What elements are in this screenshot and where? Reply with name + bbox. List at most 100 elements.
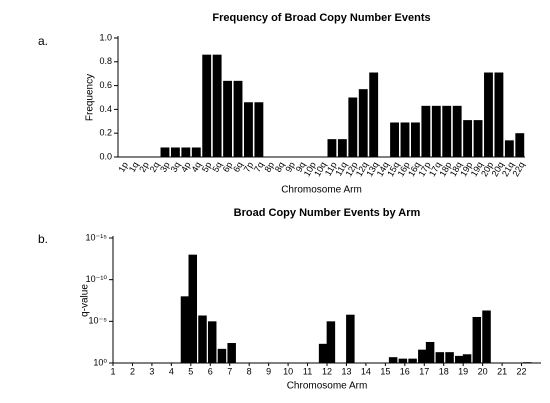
y-tick-label: 0.4 bbox=[99, 104, 112, 114]
bar bbox=[202, 54, 212, 157]
x-tick-label: 20 bbox=[478, 366, 488, 376]
x-axis-label: Chromosome Arm bbox=[287, 381, 368, 392]
chart-title: Broad Copy Number Events by Arm bbox=[234, 207, 421, 219]
x-tick-label: 13 bbox=[341, 366, 351, 376]
panel-label: a. bbox=[38, 34, 48, 48]
bar bbox=[472, 316, 482, 363]
bar bbox=[326, 321, 336, 363]
x-tick-label: 9q bbox=[294, 160, 308, 174]
x-tick-label: 6 bbox=[208, 366, 213, 376]
bar bbox=[482, 310, 491, 363]
x-tick-label: 22 bbox=[517, 366, 527, 376]
bar bbox=[223, 80, 233, 157]
x-tick-label: 4p bbox=[179, 160, 193, 174]
y-tick-label: 10⁻⁵ bbox=[89, 316, 108, 326]
y-tick-label: 0.6 bbox=[99, 80, 112, 90]
bar bbox=[198, 315, 207, 363]
panel-label: b. bbox=[38, 232, 48, 246]
x-tick-label: 9p bbox=[283, 160, 297, 174]
x-tick-label: 2p bbox=[137, 160, 151, 174]
x-tick-label: 10 bbox=[283, 366, 293, 376]
bar bbox=[421, 105, 431, 157]
bar bbox=[337, 139, 347, 157]
bar bbox=[227, 343, 236, 363]
x-tick-label: 17 bbox=[419, 366, 429, 376]
x-tick-label: 8p bbox=[262, 160, 276, 174]
y-tick-label: 0.8 bbox=[99, 56, 112, 66]
x-tick-label: 7q bbox=[252, 160, 266, 174]
bar bbox=[254, 102, 264, 157]
bar bbox=[418, 349, 427, 363]
x-tick-label: 14 bbox=[361, 366, 371, 376]
y-tick-label: 10⁻¹⁵ bbox=[86, 232, 108, 242]
bar bbox=[452, 105, 462, 157]
x-tick-label: 4q bbox=[189, 160, 203, 174]
x-tick-label: 12 bbox=[322, 366, 332, 376]
bar bbox=[346, 314, 355, 363]
x-tick-label: 2q bbox=[148, 160, 162, 174]
x-tick-label: 7 bbox=[227, 366, 232, 376]
bar bbox=[410, 122, 420, 157]
bar bbox=[484, 72, 493, 157]
bar bbox=[515, 133, 525, 157]
bar bbox=[425, 341, 435, 363]
x-axis-label: Chromosome Arm bbox=[281, 185, 362, 196]
x-tick-label: 5 bbox=[188, 366, 193, 376]
x-tick-label: 22q bbox=[510, 160, 526, 178]
bar bbox=[160, 147, 170, 157]
x-tick-label: 5q bbox=[210, 160, 224, 174]
bar bbox=[494, 72, 504, 157]
x-tick-label: 8 bbox=[247, 366, 252, 376]
bar bbox=[398, 358, 408, 363]
bar bbox=[348, 97, 358, 157]
x-tick-label: 9 bbox=[266, 366, 271, 376]
bar bbox=[445, 352, 454, 363]
bar bbox=[327, 139, 337, 157]
x-tick-label: 11 bbox=[303, 366, 312, 376]
bar bbox=[188, 254, 198, 363]
x-tick-label: 1 bbox=[110, 366, 115, 376]
y-tick-label: 0.0 bbox=[99, 151, 112, 161]
y-tick-label: 10⁰ bbox=[93, 357, 107, 367]
x-tick-label: 21 bbox=[497, 366, 507, 376]
x-tick-label: 3 bbox=[149, 366, 154, 376]
bar bbox=[358, 89, 368, 157]
bar bbox=[462, 354, 472, 363]
bar bbox=[191, 147, 201, 157]
bar bbox=[435, 352, 445, 363]
x-tick-label: 19 bbox=[458, 366, 468, 376]
y-axis-label: Frequency bbox=[85, 74, 96, 121]
x-tick-label: 1q bbox=[127, 160, 141, 174]
bar bbox=[244, 102, 253, 157]
x-tick-label: 6p bbox=[221, 160, 235, 174]
bar bbox=[233, 80, 243, 157]
x-tick-label: 3p bbox=[158, 160, 172, 174]
x-tick-label: 7p bbox=[242, 160, 256, 174]
bar bbox=[504, 140, 514, 157]
x-tick-label: 4 bbox=[169, 366, 174, 376]
bar bbox=[400, 122, 410, 157]
bar bbox=[212, 54, 222, 157]
x-tick-label: 15 bbox=[380, 366, 390, 376]
x-tick-label: 8q bbox=[273, 160, 287, 174]
x-tick-label: 6q bbox=[231, 160, 245, 174]
bar bbox=[431, 105, 441, 157]
bar bbox=[455, 355, 464, 363]
y-tick-label: 1.0 bbox=[99, 32, 112, 42]
bar bbox=[181, 147, 191, 157]
chart-title: Frequency of Broad Copy Number Events bbox=[212, 12, 430, 24]
bar bbox=[463, 120, 473, 157]
bar bbox=[180, 296, 190, 363]
bar bbox=[207, 321, 217, 363]
y-axis-label: q-value bbox=[80, 284, 91, 317]
bar bbox=[390, 122, 399, 157]
x-tick-label: 16 bbox=[400, 366, 410, 376]
bar bbox=[473, 120, 483, 157]
bar bbox=[523, 362, 532, 363]
bar bbox=[388, 357, 398, 363]
x-tick-label: 1p bbox=[116, 160, 130, 174]
bar bbox=[318, 343, 328, 363]
bar bbox=[369, 72, 379, 157]
bar bbox=[442, 105, 452, 157]
